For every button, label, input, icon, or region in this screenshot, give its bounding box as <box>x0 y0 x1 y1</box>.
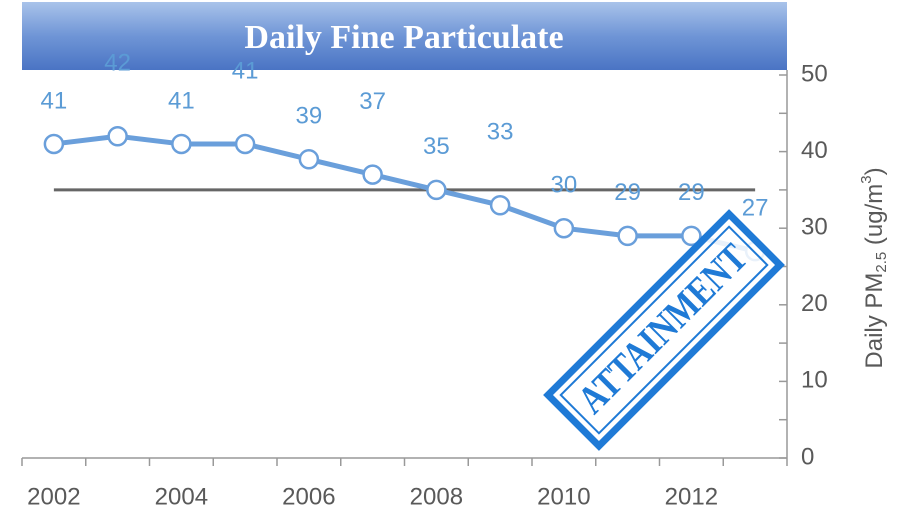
y-tick-label: 30 <box>801 214 828 241</box>
point <box>172 135 190 153</box>
y-tick-label: 10 <box>801 367 828 394</box>
y-axis-label: Daily PM2.5 (ug/m3) <box>858 167 890 368</box>
y-label-sub: 2.5 <box>873 252 890 273</box>
data-label: 30 <box>551 172 578 199</box>
y-label-main: Daily PM <box>861 273 888 369</box>
stamp: ATTAINMENT <box>548 214 780 446</box>
data-label: 29 <box>614 179 641 206</box>
chart: Daily Fine Particulate Daily PM2.5 (ug/m… <box>0 0 898 512</box>
data-label: 41 <box>41 87 68 114</box>
point <box>619 227 637 245</box>
x-tick-label: 2010 <box>537 483 590 510</box>
point <box>491 196 509 214</box>
x-tick-label: 2006 <box>282 483 335 510</box>
x-tick-label: 2012 <box>665 483 718 510</box>
x-tick-label: 2008 <box>410 483 463 510</box>
point <box>427 181 445 199</box>
point <box>364 166 382 184</box>
series-line <box>54 136 755 251</box>
stamp-text: ATTAINMENT <box>569 234 757 422</box>
data-label: 27 <box>742 195 769 222</box>
x-tick-label: 2004 <box>155 483 208 510</box>
data-label: 35 <box>423 133 450 160</box>
y-tick-label: 0 <box>801 443 814 470</box>
data-label: 37 <box>359 88 386 115</box>
point <box>555 219 573 237</box>
data-label: 41 <box>168 87 195 114</box>
point <box>109 127 127 145</box>
data-label: 42 <box>104 50 131 77</box>
chart-title: Daily Fine Particulate <box>244 19 563 56</box>
point <box>236 135 254 153</box>
data-label: 41 <box>232 57 259 84</box>
point <box>45 135 63 153</box>
y-label-sup: 3 <box>858 175 875 183</box>
y-label-mid: (ug/m <box>861 184 888 252</box>
x-tick-label: 2002 <box>27 483 80 510</box>
data-label: 29 <box>678 179 705 206</box>
y-tick-label: 40 <box>801 137 828 164</box>
point <box>300 150 318 168</box>
data-label: 33 <box>487 119 514 146</box>
y-tick-label: 50 <box>801 60 828 87</box>
y-label-end: ) <box>861 167 888 175</box>
y-tick-label: 20 <box>801 290 828 317</box>
data-label: 39 <box>296 103 323 130</box>
